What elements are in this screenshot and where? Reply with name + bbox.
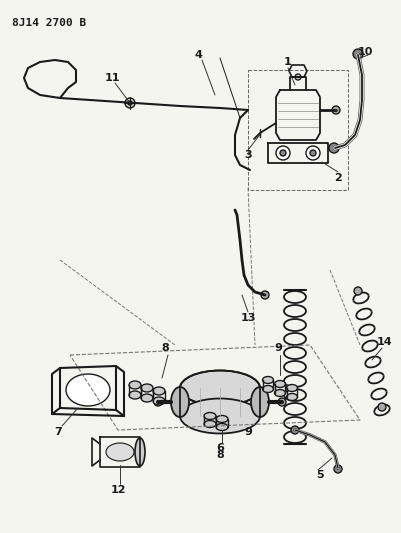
Text: 9: 9	[243, 427, 251, 437]
Ellipse shape	[274, 390, 285, 397]
Ellipse shape	[106, 443, 134, 461]
Circle shape	[290, 426, 298, 434]
Ellipse shape	[153, 387, 164, 395]
Text: 12: 12	[110, 485, 126, 495]
Ellipse shape	[215, 416, 227, 423]
Ellipse shape	[286, 384, 297, 392]
Circle shape	[331, 106, 339, 114]
Text: 1: 1	[284, 57, 291, 67]
Circle shape	[128, 101, 132, 105]
Ellipse shape	[66, 374, 110, 406]
Ellipse shape	[250, 387, 268, 417]
Ellipse shape	[141, 384, 153, 392]
Circle shape	[275, 146, 289, 160]
Text: 3: 3	[243, 150, 251, 160]
Ellipse shape	[135, 438, 145, 466]
Ellipse shape	[262, 376, 273, 384]
Circle shape	[328, 143, 338, 153]
Circle shape	[294, 74, 300, 80]
Circle shape	[333, 465, 341, 473]
Text: 14: 14	[376, 337, 392, 347]
Ellipse shape	[274, 381, 285, 387]
Ellipse shape	[180, 399, 259, 433]
Circle shape	[125, 98, 135, 108]
Ellipse shape	[203, 413, 215, 419]
Circle shape	[260, 291, 268, 299]
Circle shape	[353, 287, 361, 295]
Text: 5: 5	[316, 470, 323, 480]
Text: 8: 8	[216, 450, 223, 460]
Ellipse shape	[180, 370, 259, 406]
Ellipse shape	[203, 421, 215, 427]
Circle shape	[309, 150, 315, 156]
Text: 9: 9	[273, 343, 281, 353]
Text: 8: 8	[161, 343, 168, 353]
Text: 13: 13	[240, 313, 255, 323]
Text: 2: 2	[333, 173, 341, 183]
Ellipse shape	[141, 394, 153, 402]
Circle shape	[277, 398, 285, 406]
Circle shape	[377, 403, 385, 411]
Circle shape	[352, 49, 362, 59]
Ellipse shape	[129, 391, 141, 399]
Ellipse shape	[170, 387, 188, 417]
Text: 10: 10	[356, 47, 372, 57]
Ellipse shape	[153, 397, 164, 405]
Text: 4: 4	[194, 50, 201, 60]
Ellipse shape	[215, 424, 227, 431]
Text: 11: 11	[104, 73, 119, 83]
Text: 6: 6	[215, 443, 223, 453]
Text: 8J14 2700 B: 8J14 2700 B	[12, 18, 86, 28]
Ellipse shape	[129, 381, 141, 389]
Ellipse shape	[262, 385, 273, 392]
Ellipse shape	[286, 393, 297, 400]
Bar	[247, 70, 347, 190]
Circle shape	[305, 146, 319, 160]
Circle shape	[154, 398, 162, 406]
Circle shape	[279, 150, 285, 156]
Text: 7: 7	[54, 427, 62, 437]
